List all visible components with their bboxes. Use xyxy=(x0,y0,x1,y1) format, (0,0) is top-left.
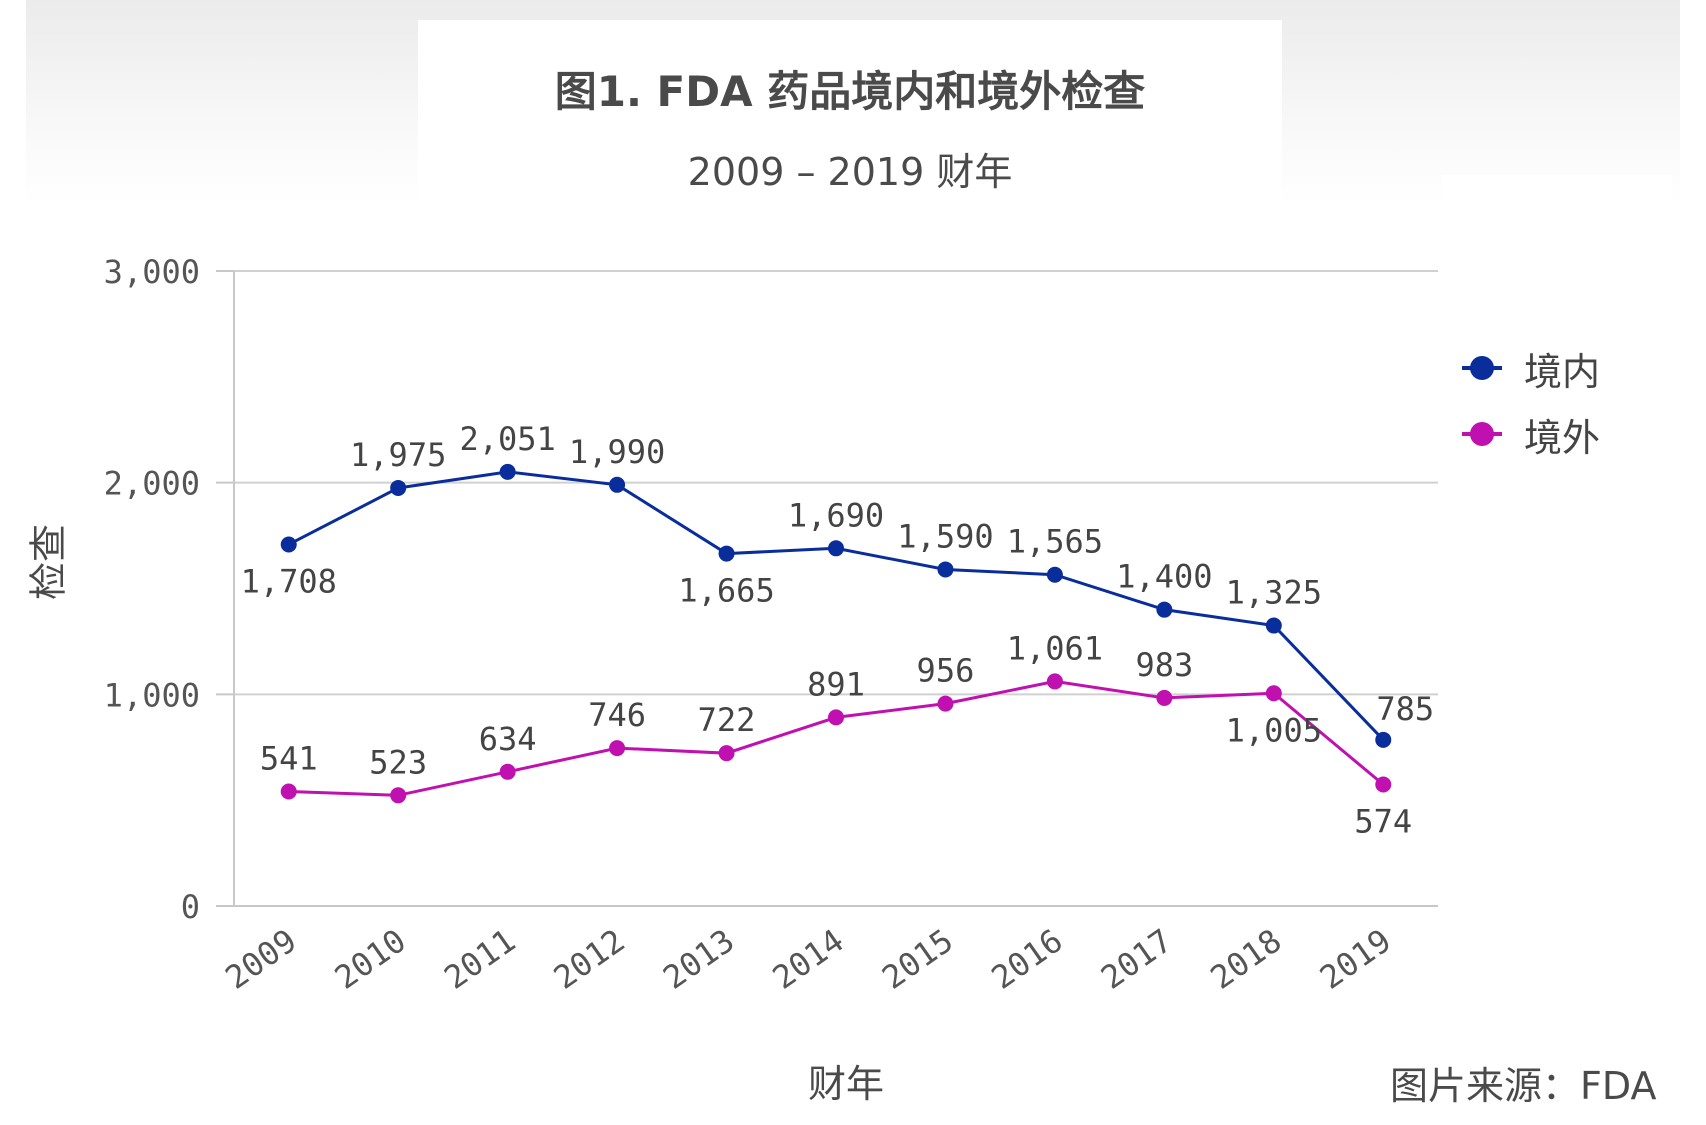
x-tick-label: 2016 xyxy=(985,921,1070,996)
data-label: 891 xyxy=(807,665,865,703)
data-label: 956 xyxy=(917,652,975,690)
data-label: 2,051 xyxy=(459,420,555,458)
data-label: 785 xyxy=(1376,690,1434,728)
x-tick-label: 2011 xyxy=(437,921,522,996)
data-point xyxy=(1375,776,1392,793)
legend-background xyxy=(1442,175,1672,505)
source-note: 图片来源：FDA xyxy=(1390,1064,1657,1108)
data-point xyxy=(718,545,735,562)
legend-label-foreign: 境外 xyxy=(1524,415,1601,460)
x-tick-label: 2015 xyxy=(875,921,960,996)
data-point xyxy=(280,536,297,553)
data-point xyxy=(390,479,407,496)
x-tick-label: 2019 xyxy=(1313,921,1398,996)
data-label: 983 xyxy=(1135,646,1193,684)
data-point xyxy=(1156,689,1173,706)
legend-label-domestic: 境内 xyxy=(1524,349,1601,394)
data-label: 722 xyxy=(698,701,756,739)
legend-item-domestic[interactable]: 境内 xyxy=(1462,335,1600,401)
data-label: 1,975 xyxy=(350,436,446,474)
y-tick-label: 2,000 xyxy=(104,465,200,503)
data-point xyxy=(609,476,626,493)
data-point xyxy=(1375,731,1392,748)
data-label: 1,325 xyxy=(1226,574,1322,612)
data-label: 1,690 xyxy=(788,496,884,534)
data-label: 634 xyxy=(479,720,537,758)
data-label: 1,565 xyxy=(1007,523,1103,561)
chart-subtitle: 2009 – 2019 财年 xyxy=(687,150,1013,194)
x-tick-label: 2009 xyxy=(218,921,303,996)
legend-swatch-domestic xyxy=(1462,356,1502,380)
chart-title: 图1. FDA 药品境内和境外检查 xyxy=(554,67,1146,116)
data-point xyxy=(1265,617,1282,634)
data-label: 1,665 xyxy=(678,572,774,610)
data-point xyxy=(499,763,516,780)
y-tick-label: 0 xyxy=(181,888,200,926)
data-point xyxy=(937,695,954,712)
x-tick-label: 2017 xyxy=(1094,921,1179,996)
x-tick-label: 2012 xyxy=(547,921,632,996)
legend-item-foreign[interactable]: 境外 xyxy=(1462,401,1600,467)
data-label: 1,400 xyxy=(1116,558,1212,596)
legend-swatch-foreign xyxy=(1462,422,1502,446)
data-label: 1,005 xyxy=(1226,711,1322,749)
y-tick-label: 3,000 xyxy=(104,253,200,291)
data-point xyxy=(609,740,626,757)
x-tick-label: 2010 xyxy=(328,921,413,996)
data-point xyxy=(1046,673,1063,690)
data-label: 1,061 xyxy=(1007,629,1103,667)
data-point xyxy=(828,709,844,726)
x-tick-label: 2013 xyxy=(656,921,741,996)
x-tick-label: 2014 xyxy=(766,921,851,996)
x-tick-label: 2018 xyxy=(1203,921,1288,996)
data-point xyxy=(937,561,954,578)
data-label: 541 xyxy=(260,739,318,777)
data-point xyxy=(1265,685,1282,702)
data-point xyxy=(1156,601,1173,618)
legend: 境内 境外 xyxy=(1462,335,1600,467)
y-tick-label: 1,000 xyxy=(104,676,200,714)
title-card: 图1. FDA 药品境内和境外检查 2009 – 2019 财年 xyxy=(418,20,1282,200)
data-point xyxy=(390,787,407,804)
data-label: 574 xyxy=(1354,803,1412,841)
data-label: 1,590 xyxy=(897,517,993,555)
data-label: 523 xyxy=(369,743,427,781)
data-point xyxy=(828,540,844,557)
data-label: 1,708 xyxy=(241,562,337,600)
data-point xyxy=(499,463,516,480)
data-point xyxy=(1046,566,1063,583)
data-label: 1,990 xyxy=(569,433,665,471)
y-axis-title: 检查 xyxy=(26,523,71,601)
data-point xyxy=(280,783,297,800)
x-axis-title: 财年 xyxy=(808,1062,885,1106)
data-label: 746 xyxy=(588,696,646,734)
data-point xyxy=(718,745,735,762)
